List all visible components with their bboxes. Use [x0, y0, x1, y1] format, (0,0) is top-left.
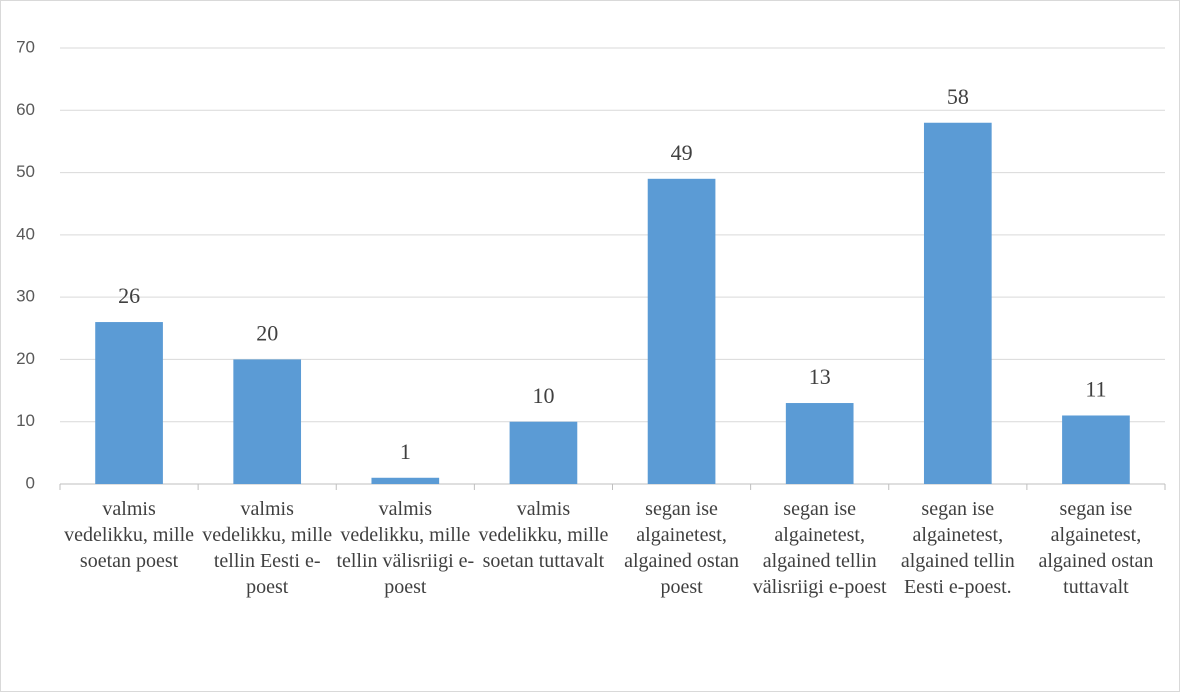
x-tick-label: valmis vedelikku, mille soetan tuttavalt — [478, 498, 609, 572]
value-label: 49 — [671, 140, 693, 165]
bar — [95, 322, 163, 484]
value-label: 10 — [532, 383, 554, 408]
bar — [233, 359, 302, 484]
x-tick-label-box: valmis vedelikku, mille soetan poest — [64, 498, 195, 572]
y-tick-label: 0 — [26, 473, 35, 492]
x-tick-label-box: segan ise algainetest, algained ostan tu… — [1038, 498, 1154, 598]
x-tick-label-box: valmis vedelikku, mille tellin Eesti e-p… — [202, 498, 333, 598]
bar — [509, 421, 578, 484]
bar — [371, 477, 440, 484]
x-tick-label-box: valmis vedelikku, mille soetan tuttavalt — [478, 498, 609, 572]
value-label: 58 — [947, 84, 969, 109]
x-tick-label: valmis vedelikku, mille soetan poest — [64, 498, 195, 572]
bar — [1062, 415, 1130, 484]
y-tick-label: 30 — [16, 287, 35, 306]
bar — [647, 178, 716, 485]
x-tick-label-box: segan ise algainetest, algained tellin v… — [752, 498, 887, 598]
x-tick-label: valmis vedelikku, mille tellin välisriig… — [336, 498, 475, 598]
y-tick-label: 60 — [16, 100, 35, 119]
x-tick-label-box: valmis vedelikku, mille tellin välisriig… — [336, 498, 475, 598]
x-tick-label: valmis vedelikku, mille tellin Eesti e-p… — [202, 498, 333, 598]
x-tick-label: segan ise algainetest, algained ostan po… — [624, 498, 740, 598]
x-tick-label-box: segan ise algainetest, algained ostan po… — [624, 498, 740, 598]
value-label: 1 — [400, 439, 411, 464]
y-tick-label: 20 — [16, 349, 35, 368]
x-tick-label: segan ise algainetest, algained tellin v… — [752, 498, 887, 598]
value-label: 11 — [1085, 377, 1106, 402]
value-label: 26 — [118, 283, 140, 308]
x-tick-label-box: segan ise algainetest, algained tellin E… — [900, 498, 1015, 598]
bar — [785, 403, 854, 484]
value-label: 13 — [809, 364, 831, 389]
y-tick-label: 70 — [16, 37, 35, 56]
value-label: 20 — [256, 320, 278, 345]
x-tick-label: segan ise algainetest, algained tellin E… — [900, 498, 1015, 598]
bar — [923, 122, 992, 484]
y-tick-label: 50 — [16, 162, 35, 181]
y-tick-label: 10 — [16, 411, 35, 430]
y-tick-label: 40 — [16, 224, 35, 243]
x-tick-label: segan ise algainetest, algained ostan tu… — [1038, 498, 1154, 598]
